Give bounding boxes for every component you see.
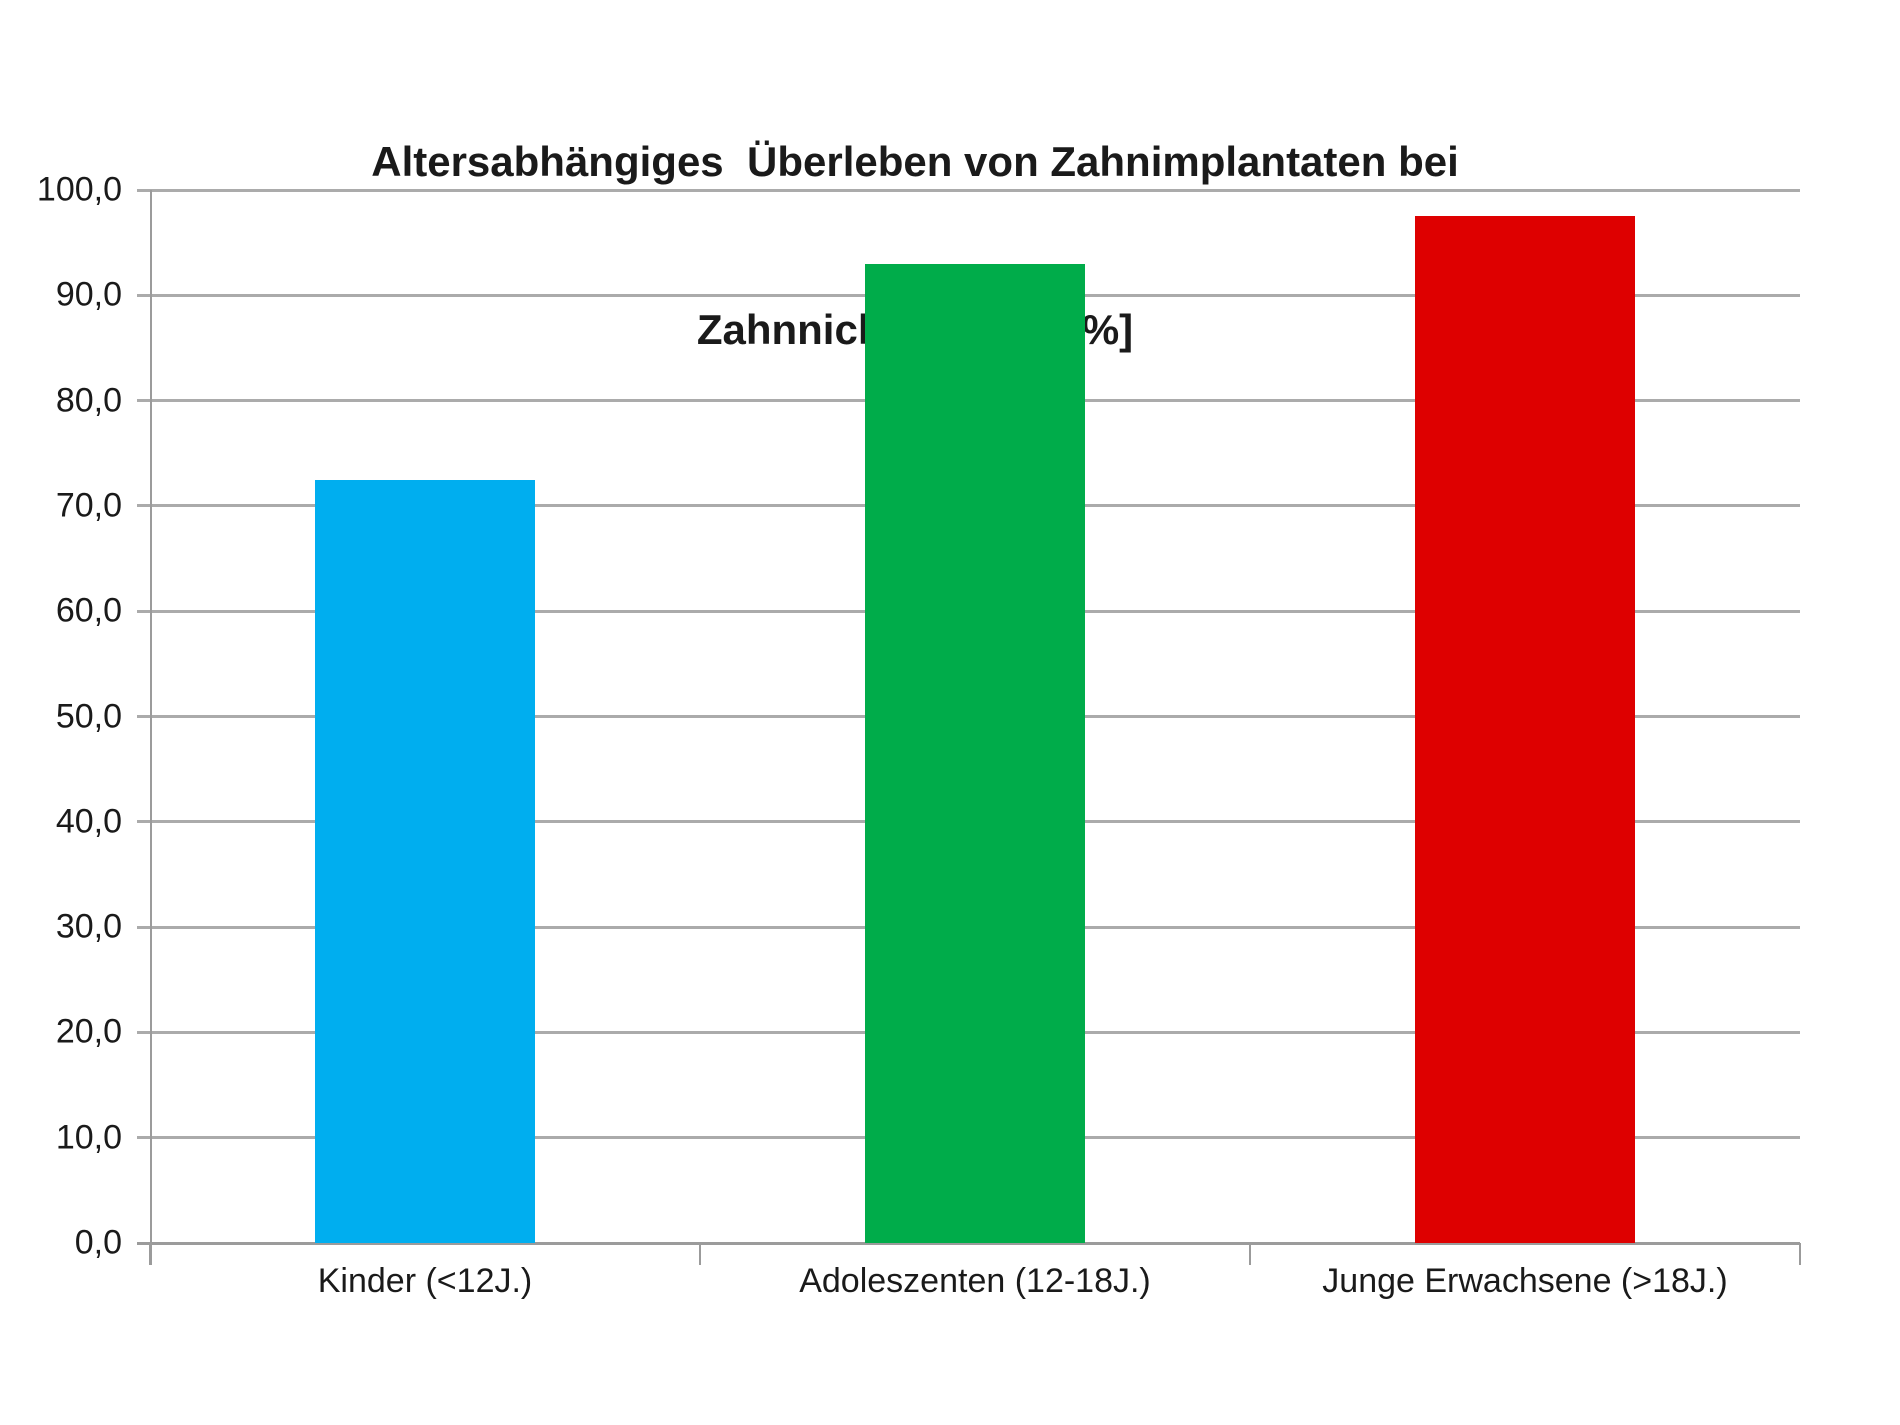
y-tick-label-0,0: 0,0	[74, 1223, 122, 1262]
y-tick-label-40,0: 40,0	[55, 802, 122, 841]
y-tick-label-60,0: 60,0	[55, 591, 122, 630]
category-tick	[1249, 1243, 1251, 1265]
x-axis-category-labels: Kinder (<12J.) Adoleszenten (12-18J.) Jung…	[150, 1262, 1800, 1301]
y-tick-label-70,0: 70,0	[55, 486, 122, 525]
plot-area	[137, 188, 1801, 1265]
bar-Junge Erwachsene (>18J.)	[1415, 216, 1635, 1243]
y-axis-line	[150, 190, 152, 1265]
y-tick-label-20,0: 20,0	[55, 1012, 122, 1051]
y-tick-label-80,0: 80,0	[55, 381, 122, 420]
category-tick	[1799, 1243, 1801, 1265]
gridline-100,0	[137, 188, 1800, 192]
gridline-0,0	[137, 1241, 1800, 1245]
y-tick-label-30,0: 30,0	[55, 907, 122, 946]
chart-title-line1: Altersabhängiges Überleben von Zahnimpla…	[371, 138, 1459, 185]
y-tick-label-100,0: 100,0	[36, 170, 122, 209]
x-category-label-0: Kinder (<12J.)	[317, 1262, 533, 1300]
category-tick	[699, 1243, 701, 1265]
bar-Kinder (<12J.)	[315, 479, 535, 1243]
bar-Adoleszenten (12-18J.)	[865, 263, 1085, 1243]
y-tick-label-10,0: 10,0	[55, 1118, 122, 1157]
x-category-label-1: Adoleszenten (12-18J.)	[799, 1262, 1151, 1300]
category-tick	[149, 1243, 151, 1265]
x-category-label-2: Junge Erwachsene (>18J.)	[1322, 1262, 1728, 1300]
y-tick-label-50,0: 50,0	[55, 697, 122, 735]
y-tick-label-90,0: 90,0	[55, 275, 122, 314]
y-axis-tick-labels: 0,0 10,0 20,0 30,0 40,0 50,0 60,0 70,0 80,0 90,0 1…	[0, 171, 122, 1262]
